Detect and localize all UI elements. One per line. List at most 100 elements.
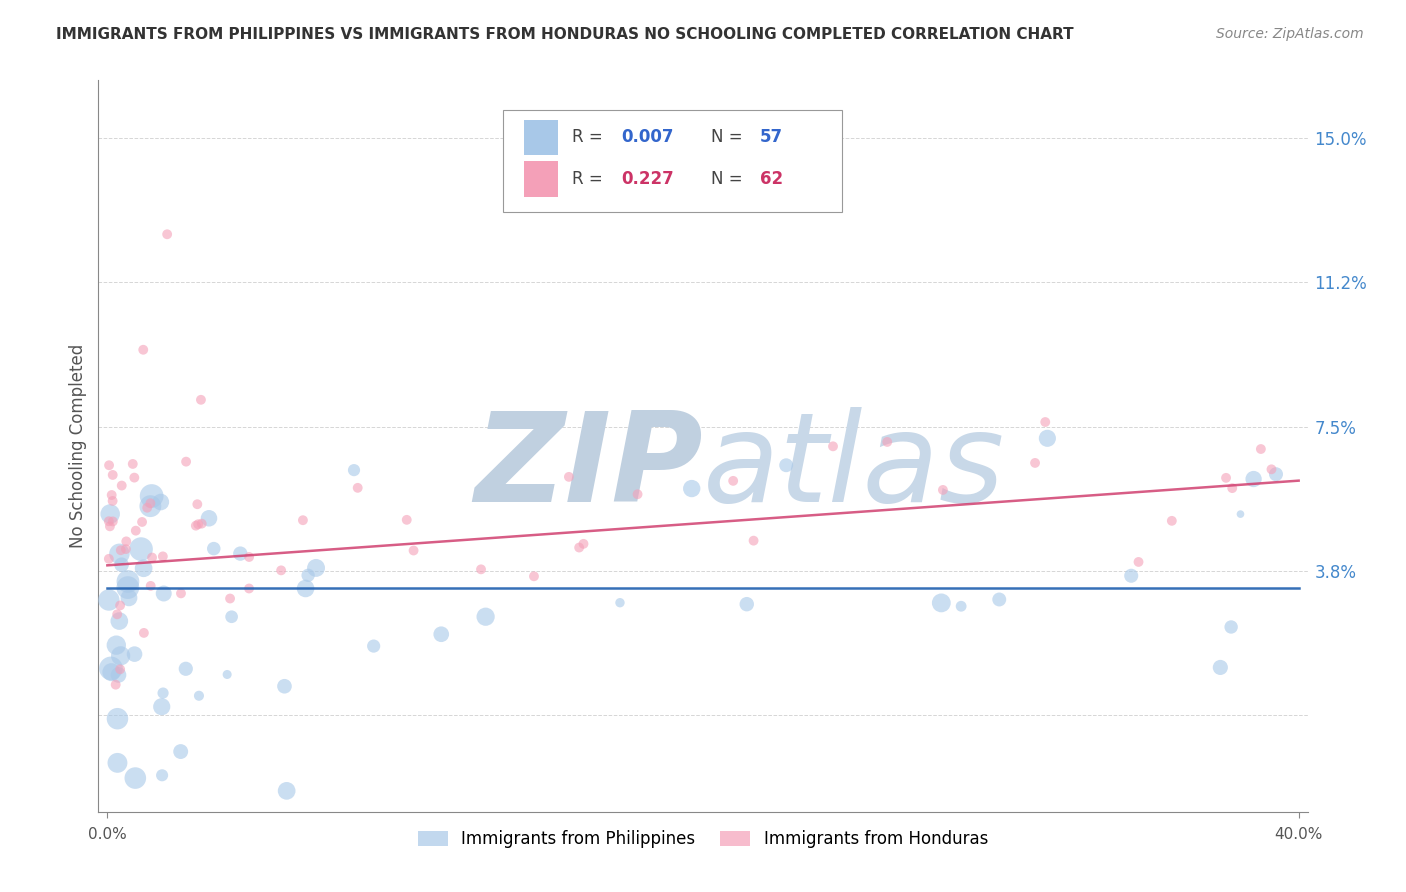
Point — [1243, 472, 1265, 486]
Text: Source: ZipAtlas.com: Source: ZipAtlas.com — [1216, 27, 1364, 41]
Text: N =: N = — [711, 128, 748, 146]
Point — [124, 470, 146, 484]
Point — [1036, 431, 1059, 445]
Point — [276, 784, 298, 798]
Point — [139, 499, 162, 513]
Point — [198, 511, 221, 525]
Point — [1215, 471, 1237, 485]
Point — [1220, 481, 1243, 495]
Point — [108, 599, 131, 613]
Point — [170, 745, 193, 759]
Point — [187, 517, 209, 532]
Point — [221, 609, 243, 624]
Point — [1250, 442, 1272, 456]
Point — [681, 482, 703, 496]
Point — [1229, 507, 1251, 521]
Point — [150, 699, 173, 714]
Point — [98, 507, 121, 521]
Point — [876, 434, 898, 449]
Bar — [524, 161, 558, 196]
Point — [273, 679, 295, 693]
Point — [202, 541, 225, 556]
Point — [141, 550, 163, 565]
Point — [117, 581, 139, 595]
Bar — [524, 120, 558, 155]
Point — [124, 771, 146, 785]
Text: IMMIGRANTS FROM PHILIPPINES VS IMMIGRANTS FROM HONDURAS NO SCHOOLING COMPLETED C: IMMIGRANTS FROM PHILIPPINES VS IMMIGRANT… — [56, 27, 1074, 42]
Point — [100, 488, 122, 502]
Point — [229, 547, 252, 561]
Point — [124, 647, 146, 661]
Text: R =: R = — [572, 128, 609, 146]
Point — [132, 626, 155, 640]
Point — [395, 513, 418, 527]
Point — [108, 662, 131, 676]
Point — [305, 561, 328, 575]
Point — [523, 569, 546, 583]
Point — [343, 463, 366, 477]
Point — [190, 392, 212, 407]
Point — [98, 519, 121, 533]
Text: 0.007: 0.007 — [621, 128, 673, 146]
Point — [170, 586, 193, 600]
Point — [131, 515, 153, 529]
Point — [186, 497, 208, 511]
Legend: Immigrants from Philippines, Immigrants from Honduras: Immigrants from Philippines, Immigrants … — [411, 823, 995, 855]
Text: 62: 62 — [759, 170, 783, 188]
Point — [297, 568, 319, 582]
Point — [1260, 462, 1282, 476]
Text: R =: R = — [572, 170, 609, 188]
Text: N =: N = — [711, 170, 748, 188]
Y-axis label: No Schooling Completed: No Schooling Completed — [69, 344, 87, 548]
Point — [270, 563, 292, 577]
Point — [929, 596, 952, 610]
Point — [108, 547, 131, 561]
Point — [115, 534, 138, 549]
Text: atlas: atlas — [703, 408, 1005, 528]
Point — [1209, 660, 1232, 674]
Point — [105, 638, 128, 652]
Point — [474, 609, 496, 624]
Point — [346, 481, 368, 495]
Point — [609, 596, 631, 610]
Point — [1024, 456, 1046, 470]
Point — [572, 537, 595, 551]
Point — [101, 467, 124, 482]
Point — [105, 607, 128, 622]
Point — [107, 756, 129, 770]
Point — [1033, 415, 1056, 429]
Point — [150, 768, 173, 782]
Point — [100, 665, 122, 680]
Point — [184, 518, 207, 533]
Point — [139, 496, 162, 510]
Point — [98, 458, 121, 473]
Point — [104, 678, 127, 692]
Text: ZIP: ZIP — [474, 408, 703, 528]
Point — [1121, 568, 1143, 582]
Point — [402, 543, 425, 558]
Text: 40.0%: 40.0% — [1274, 827, 1323, 842]
Point — [775, 458, 797, 473]
Point — [110, 558, 132, 572]
Point — [115, 542, 138, 557]
Point — [152, 586, 174, 600]
Point — [238, 549, 260, 564]
Point — [97, 514, 120, 528]
Point — [152, 549, 174, 564]
Point — [217, 667, 239, 681]
Point — [156, 227, 179, 242]
Point — [100, 661, 122, 675]
Point — [101, 494, 124, 508]
Point — [152, 686, 174, 700]
Point — [188, 689, 211, 703]
Point — [470, 562, 492, 576]
Point — [107, 668, 129, 682]
Point — [97, 552, 120, 566]
Point — [932, 483, 955, 497]
Point — [291, 513, 314, 527]
Point — [108, 614, 131, 628]
Point — [110, 648, 132, 663]
Point — [1220, 620, 1243, 634]
Point — [136, 500, 159, 515]
Point — [430, 627, 453, 641]
